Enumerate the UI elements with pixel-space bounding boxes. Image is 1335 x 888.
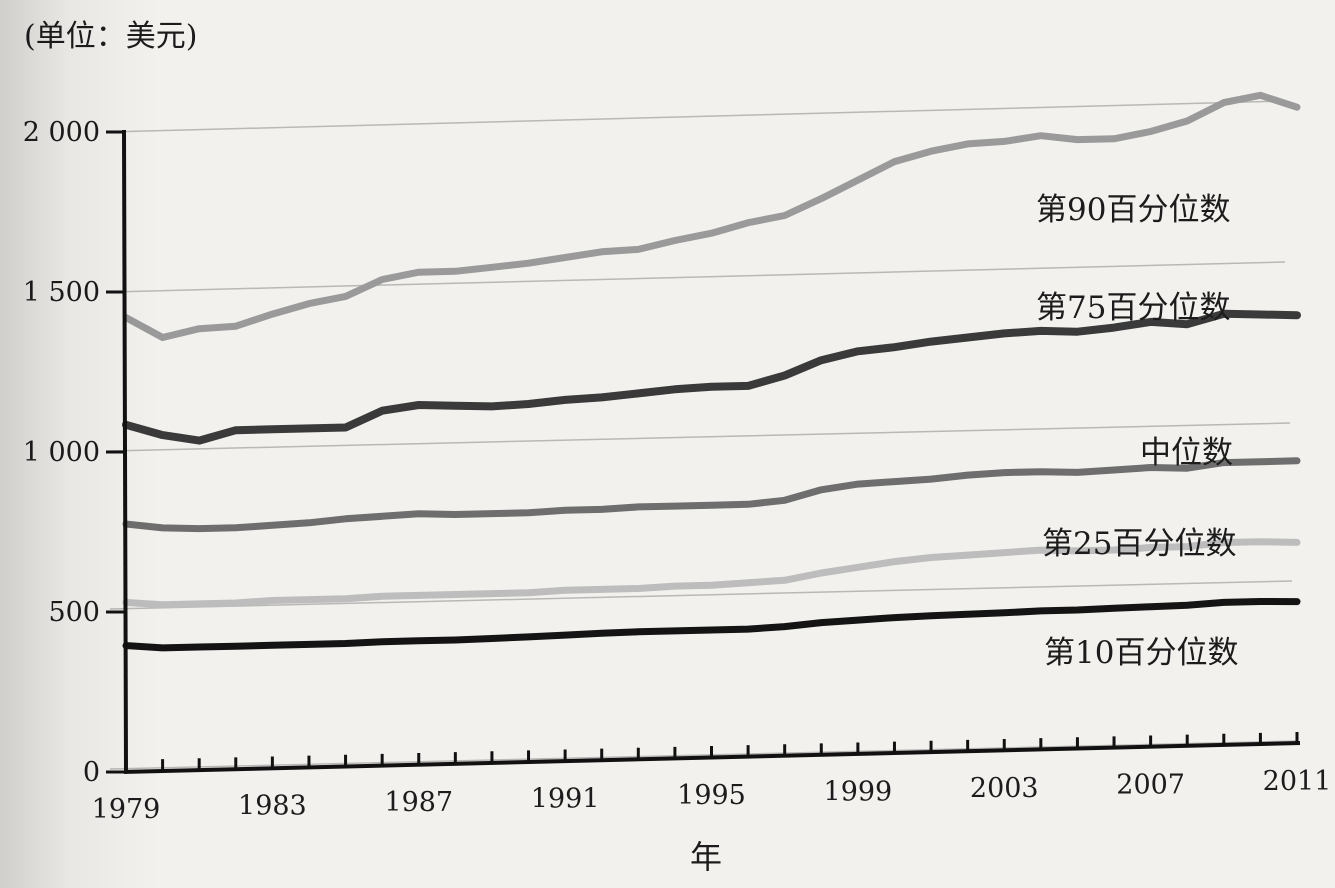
x-tick-label: 1987 <box>384 787 453 818</box>
series-label-2: 第75百分位数 <box>1036 290 1230 326</box>
x-tick-label: 2003 <box>970 773 1039 804</box>
y-tick-label: 1 500 <box>23 277 100 308</box>
x-tick-label: 1979 <box>92 794 161 825</box>
series-label-5: 第10百分位数 <box>1044 635 1238 671</box>
y-tick-label: 1 000 <box>23 437 100 468</box>
y-tick-label: 2 000 <box>23 117 100 148</box>
y-ticks: 0 500 1 000 1 500 2 000 <box>23 117 126 788</box>
x-ticks: 1979 1983 1987 1991 1995 1999 2003 2007 2011 <box>92 732 1332 825</box>
x-tick-label: 1991 <box>531 784 600 815</box>
y-tick-label: 0 <box>83 757 100 788</box>
x-tick-label: 2011 <box>1263 766 1332 797</box>
series-line-2 <box>122 309 1301 445</box>
x-tick-label: 1983 <box>238 791 307 822</box>
unit-label: (单位：美元) <box>24 19 197 54</box>
y-tick-label: 500 <box>48 597 100 628</box>
x-tick-label: 2007 <box>1116 770 1185 801</box>
series-label-4: 第25百分位数 <box>1042 526 1236 562</box>
series-layer <box>122 91 1301 652</box>
series-label-1: 第90百分位数 <box>1036 192 1230 228</box>
series-line-5 <box>122 598 1301 652</box>
series-line-4 <box>122 538 1301 609</box>
x-tick-label: 1999 <box>824 777 893 808</box>
x-tick-label: 1995 <box>677 780 746 811</box>
series-label-3: 中位数 <box>1140 435 1233 471</box>
series-line-3 <box>122 457 1301 533</box>
x-axis-title: 年 <box>690 838 722 876</box>
series-line-1 <box>122 91 1301 341</box>
